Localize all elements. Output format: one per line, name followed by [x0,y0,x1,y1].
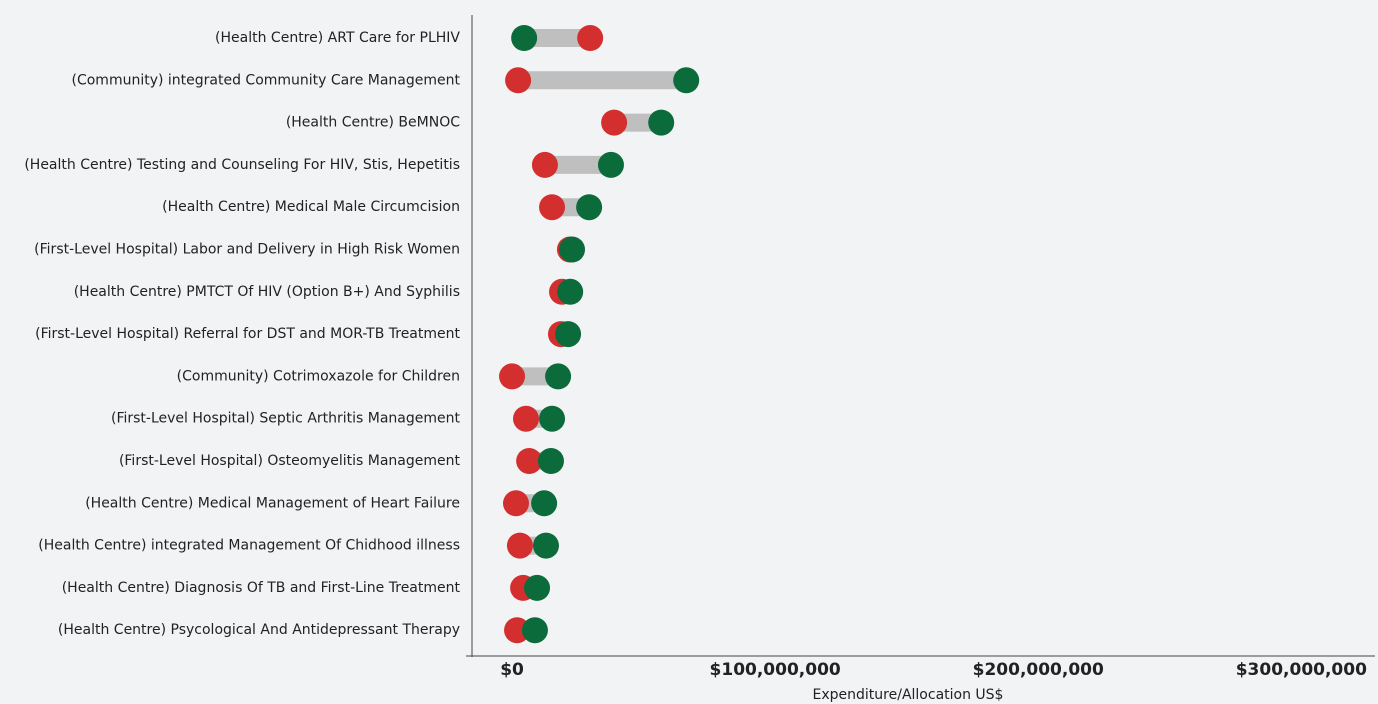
category-label: (Health Centre) Psycological And Antidep… [58,622,460,638]
x-tick-label: $200,000,000 [973,660,1104,680]
category-label: (First-Level Hospital) Osteomyelitis Man… [119,453,461,469]
dot [506,532,533,559]
category-label: (Community) integrated Community Care Ma… [72,72,461,88]
dot [531,490,558,517]
category-label: (First-Level Hospital) Septic Arthritis … [111,411,461,427]
category-label: (Health Centre) Testing and Counseling F… [24,157,460,173]
dot [597,151,624,178]
category-label: (Health Centre) Medical Management of He… [85,495,460,511]
dot [521,617,548,644]
category-label: (First-Level Hospital) Labor and Deliver… [34,242,460,258]
category-label: (Health Centre) BeMNOC [286,115,460,131]
dot [504,617,531,644]
category-label: (Community) Cotrimoxazole for Children [177,368,460,384]
category-label: (Health Centre) PMTCT Of HIV (Option B+)… [74,284,460,300]
dot [512,405,539,432]
dot [505,67,532,94]
dot [576,194,603,221]
category-label: (Health Centre) Medical Male Circumcisio… [162,199,460,215]
x-tick-label: $100,000,000 [710,660,841,680]
dot [531,151,558,178]
category-label: (First-Level Hospital) Referral for DST … [35,326,460,342]
category-label: (Health Centre) integrated Management Of… [38,538,460,554]
dot [539,194,566,221]
dot [499,363,526,390]
dot [555,321,582,348]
dot [577,25,604,51]
dot [559,236,586,263]
dot [648,109,675,136]
x-tick-label: $0 [500,660,524,680]
dot [601,109,628,136]
dot [557,278,584,305]
x-tick-label: $300,000,000 [1236,660,1367,680]
dot [516,448,543,474]
dot [524,574,551,601]
dot [537,448,564,474]
dot [511,25,538,51]
dot [539,405,566,432]
dot [673,67,700,94]
dot [502,490,529,517]
x-axis-label: Expenditure/Allocation US$ [813,687,1004,703]
category-label: (Health Centre) ART Care for PLHIV [215,30,460,46]
category-label: (Health Centre) Diagnosis Of TB and Firs… [62,580,461,596]
dot [545,363,572,390]
dot [532,532,559,559]
